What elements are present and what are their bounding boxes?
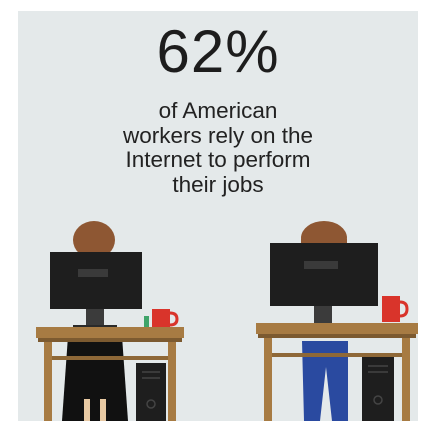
desk-right-icon: [256, 323, 418, 421]
headline-stat: 62%: [156, 18, 280, 85]
caption-line: Internet to perform: [125, 147, 311, 172]
infographic-panel: 62% of American workers rely on the Inte…: [18, 11, 418, 421]
coffee-mug-icon: [382, 296, 409, 322]
caption-line: their jobs: [172, 171, 264, 197]
computer-tower-icon: [362, 357, 394, 421]
coffee-mug-icon: [144, 309, 179, 327]
monitor-right-icon: [270, 243, 378, 327]
desk-left-icon: [36, 327, 184, 421]
monitor-left-icon: [50, 252, 142, 329]
computer-tower-icon: [136, 363, 166, 421]
caption-line: workers rely on the: [122, 122, 314, 148]
caption-line: of American: [158, 98, 278, 123]
office-illustration: [36, 221, 418, 421]
stat-caption: of American workers rely on the Internet…: [58, 98, 378, 197]
